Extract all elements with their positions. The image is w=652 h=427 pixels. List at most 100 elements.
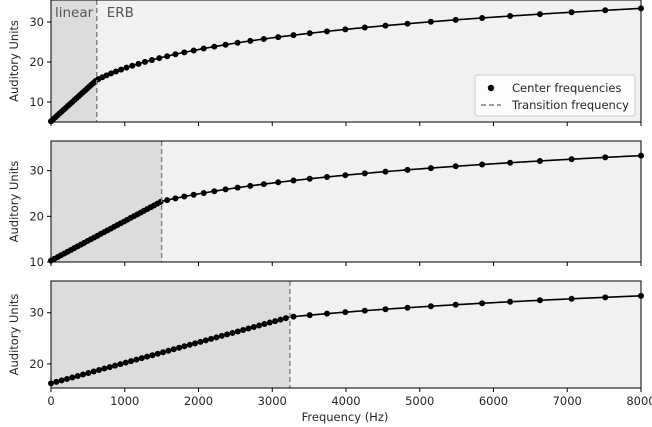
center-frequency-point [149, 352, 156, 359]
center-frequency-point [112, 68, 119, 75]
center-frequency-point [275, 34, 282, 41]
x-tick-label: 2000 [184, 394, 213, 408]
center-frequency-point [181, 49, 188, 56]
center-frequency-point [202, 337, 209, 344]
center-frequency-point [224, 331, 231, 338]
center-frequency-point [323, 310, 330, 317]
center-frequency-point [568, 295, 575, 302]
center-frequency-point [74, 372, 81, 379]
y-tick-label: 30 [29, 164, 44, 178]
center-frequency-point [290, 177, 297, 184]
center-frequency-point [247, 37, 254, 44]
center-frequency-point [211, 43, 218, 50]
center-frequency-point [507, 13, 514, 20]
center-frequency-point [479, 161, 486, 168]
center-frequency-point [176, 344, 183, 351]
center-frequency-point [197, 338, 204, 345]
center-frequency-point [85, 370, 92, 377]
center-frequency-point [342, 26, 349, 33]
center-frequency-point [306, 175, 313, 182]
center-frequency-point [234, 328, 241, 335]
y-tick-label: 20 [29, 357, 44, 371]
center-frequency-point [200, 189, 207, 196]
y-tick-label: 10 [29, 95, 44, 109]
center-frequency-point [266, 319, 273, 326]
legend-point-marker [487, 84, 495, 92]
center-frequency-point [404, 20, 411, 27]
center-frequency-point [260, 35, 267, 42]
center-frequency-point [186, 341, 193, 348]
region-label-linear: linear [55, 5, 94, 21]
center-frequency-point [213, 334, 220, 341]
center-frequency-point [200, 45, 207, 52]
center-frequency-point [218, 332, 225, 339]
panels: 10 20 30 Auditory Units linear ERB Center freq… [7, 0, 652, 408]
center-frequency-point [256, 322, 263, 329]
center-frequency-point [222, 41, 229, 48]
center-frequency-point [427, 165, 434, 172]
legend-entry-transition-frequency: Transition frequency [511, 98, 629, 112]
center-frequency-point [507, 298, 514, 305]
center-frequency-point [290, 313, 297, 320]
center-frequency-point [479, 300, 486, 307]
center-frequency-point [117, 361, 124, 368]
center-frequency-point [250, 324, 257, 331]
center-frequency-point [323, 28, 330, 35]
center-frequency-point [90, 368, 97, 375]
center-frequency-point [427, 18, 434, 25]
center-frequency-point [342, 172, 349, 179]
center-frequency-point [108, 70, 115, 77]
legend-box [474, 74, 636, 117]
center-frequency-point [323, 173, 330, 180]
center-frequency-point [277, 316, 284, 323]
center-frequency-point [190, 191, 197, 198]
center-frequency-point [122, 359, 129, 366]
center-frequency-point [172, 51, 179, 58]
center-frequency-point [53, 378, 60, 385]
center-frequency-point [172, 195, 179, 202]
legend-entry-center-frequencies: Center frequencies [512, 81, 622, 95]
center-frequency-point [290, 32, 297, 39]
legend: Center frequencies Transition frequency [474, 74, 636, 117]
center-frequency-point [141, 58, 148, 65]
center-frequency-point [135, 60, 142, 67]
x-axis-label: Frequency (Hz) [302, 410, 389, 424]
center-frequency-point [452, 16, 459, 23]
center-frequency-point [222, 186, 229, 193]
region-label-erb: ERB [107, 5, 134, 21]
center-frequency-point [240, 326, 247, 333]
center-frequency-point [260, 181, 267, 188]
center-frequency-point [154, 350, 161, 357]
center-frequency-point [133, 356, 140, 363]
center-frequency-point [272, 318, 279, 325]
center-frequency-point [536, 11, 543, 18]
center-frequency-point [479, 14, 486, 21]
center-frequency-point [69, 374, 76, 381]
center-frequency-point [382, 168, 389, 175]
x-tick-label: 1000 [110, 394, 139, 408]
panel-2: 10 20 30 Auditory Units [7, 140, 644, 269]
center-frequency-point [382, 22, 389, 29]
center-frequency-point [361, 24, 368, 31]
center-frequency-point [118, 66, 125, 73]
center-frequency-point [247, 182, 254, 189]
y-tick-label: 30 [29, 15, 44, 29]
y-tick-label: 30 [29, 306, 44, 320]
y-tick-label: 20 [29, 55, 44, 69]
center-frequency-point [192, 340, 199, 347]
panel-1: 10 20 30 Auditory Units linear ERB Center freq… [7, 0, 644, 126]
center-frequency-point [361, 307, 368, 314]
center-frequency-point [382, 306, 389, 313]
x-tick-label: 7000 [553, 394, 582, 408]
center-frequency-point [164, 53, 171, 60]
y-axis-label: Auditory Units [7, 161, 21, 243]
center-frequency-point [536, 157, 543, 164]
x-tick-label: 5000 [405, 394, 434, 408]
center-frequency-point [245, 325, 252, 332]
center-frequency-point [80, 371, 87, 378]
y-axis-label: Auditory Units [7, 294, 21, 376]
center-frequency-point [58, 377, 65, 384]
center-frequency-point [275, 179, 282, 186]
center-frequency-point [112, 362, 119, 369]
center-frequency-point [165, 347, 172, 354]
